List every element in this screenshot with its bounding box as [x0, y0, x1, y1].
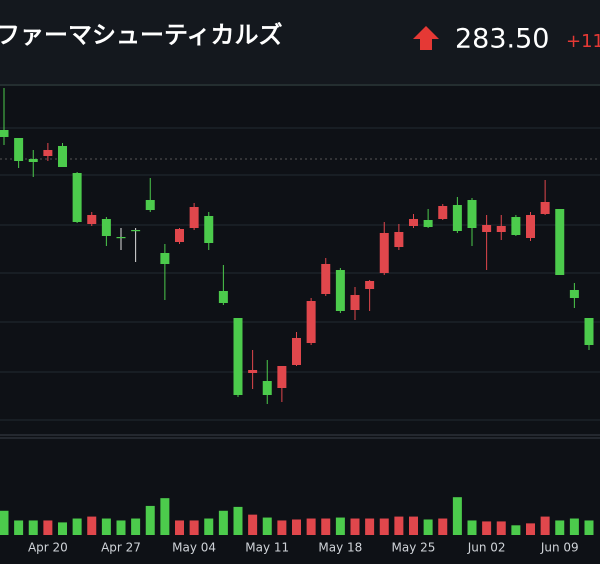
volume-bar [569, 518, 579, 535]
volume-bar [262, 517, 272, 535]
x-tick-label: May 18 [318, 541, 362, 555]
volume-bar [277, 520, 287, 535]
x-tick-label: Apr 27 [101, 541, 141, 555]
candle-body [248, 370, 258, 373]
volume-bar [394, 516, 404, 535]
candle-body [189, 207, 199, 228]
volume-bar [423, 519, 433, 535]
candle-body [101, 219, 111, 236]
candle-body [204, 216, 214, 243]
candle-body [540, 202, 550, 214]
volume-bar [292, 519, 301, 535]
volume-bar [28, 520, 38, 535]
volume-bar [467, 520, 477, 535]
candle-body [306, 301, 316, 343]
up-arrow [413, 26, 439, 50]
volume-bar [87, 516, 97, 535]
volume-bar [540, 516, 550, 535]
candle-body [175, 229, 184, 242]
candle-body [321, 264, 331, 294]
volume-bar [131, 518, 141, 535]
candle-body [526, 215, 535, 238]
header-bg [0, 0, 600, 84]
volume-bar [438, 518, 448, 535]
x-tick-label: Jun 09 [540, 541, 579, 555]
candle-body [28, 159, 38, 162]
volume-bar [555, 520, 565, 535]
x-tick-label: May 04 [172, 541, 216, 555]
candle-body [14, 138, 24, 161]
candle-body [218, 291, 228, 303]
volume-bar [496, 521, 506, 535]
candle-body [350, 295, 360, 310]
volume-bar [409, 516, 418, 535]
x-tick-label: Jun 02 [467, 541, 506, 555]
candle-body [379, 233, 389, 273]
candle-body [145, 200, 155, 210]
candle-body [555, 209, 565, 275]
x-tick-label: May 25 [392, 541, 436, 555]
volume-bar [175, 520, 184, 535]
candle-body [452, 205, 462, 231]
candle-body [511, 217, 521, 235]
x-tick-label: Apr 20 [28, 541, 68, 555]
volume-bar [204, 518, 214, 535]
volume-bar [101, 518, 111, 535]
volume-bar [160, 498, 170, 535]
volume-bar [321, 518, 331, 535]
candle-body [131, 230, 141, 232]
candle-body [365, 281, 375, 289]
volume-bar [335, 517, 345, 535]
volume-bar [482, 521, 492, 535]
candle-body [58, 146, 67, 167]
volume-bar [233, 506, 243, 535]
volume-bar [526, 523, 535, 535]
candle-body [0, 130, 9, 137]
volume-bar [218, 510, 228, 535]
volume-bar [0, 510, 9, 535]
x-tick-label: May 11 [245, 541, 289, 555]
candle-body [87, 215, 97, 224]
candle-body [423, 220, 433, 227]
candle-body [335, 270, 345, 311]
change: +11 [566, 31, 600, 52]
candle-body [438, 206, 448, 219]
candle-body [277, 366, 287, 388]
candle-body [409, 219, 418, 226]
volume-bar [379, 518, 389, 535]
volume-bar [189, 520, 199, 535]
stock-title: ファーマシューティカルズ [0, 21, 283, 49]
candle-body [569, 290, 579, 298]
candle-body [394, 232, 404, 247]
volume-bar [116, 520, 126, 535]
candle-body [482, 225, 492, 232]
volume-bar [145, 505, 155, 535]
candle-body [584, 318, 594, 345]
volume-bar [511, 525, 521, 535]
candle-body [467, 200, 477, 228]
candle-body [292, 338, 301, 365]
price: 283.50 [455, 24, 549, 55]
candle-body [496, 226, 506, 232]
volume-bar [72, 518, 82, 535]
volume-bar [43, 520, 53, 535]
volume-bar [350, 518, 360, 535]
candle-body [72, 173, 82, 222]
volume-bar [306, 518, 316, 535]
volume-bar [248, 514, 258, 535]
candle-body [116, 237, 126, 239]
volume-bar [452, 497, 462, 535]
volume-bar [58, 522, 67, 535]
candle-body [262, 381, 272, 395]
volume-bar [365, 518, 375, 535]
candle-body [160, 253, 170, 264]
volume-bar [584, 520, 594, 535]
candle-body [233, 318, 243, 395]
candle-body [43, 150, 53, 156]
volume-bar [14, 520, 24, 535]
